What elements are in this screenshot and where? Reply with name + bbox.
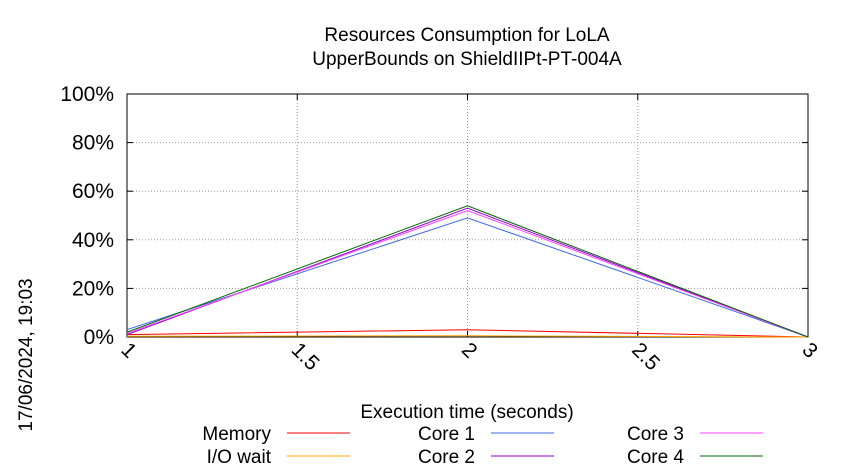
legend-label: Core 3 [627, 424, 684, 445]
series-line-core-3 [126, 210, 809, 338]
series-line-core-2 [126, 207, 809, 338]
chart-title-line-1: Resources Consumption for LoLA [324, 25, 609, 46]
series-line-memory [126, 329, 809, 338]
x-tick-label: 2 [457, 338, 482, 363]
chart-title-line-2: UpperBounds on ShieldIIPt-PT-004A [312, 49, 622, 70]
legend-label: Core 2 [418, 447, 475, 468]
legend-item-core-4: Core 4 [627, 447, 763, 468]
legend-item-core-1: Core 1 [418, 424, 554, 445]
chart-title: Resources Consumption for LoLA UpperBoun… [312, 25, 622, 70]
y-tick-label: 60% [72, 180, 114, 203]
legend-item-memory: Memory [202, 424, 350, 445]
x-tick-label: 1 [116, 338, 141, 363]
legend-item-core-3: Core 3 [627, 424, 763, 445]
legend-label: I/O wait [207, 447, 272, 468]
legend-item-core-2: Core 2 [418, 447, 554, 468]
y-axis-ticks: 0% 20% 40% 60% 80% 100% [60, 83, 808, 349]
legend-item-i-o-wait: I/O wait [207, 447, 350, 468]
y-tick-label: 40% [72, 229, 114, 252]
y-tick-label: 100% [60, 83, 114, 106]
legend-label: Core 1 [418, 424, 475, 445]
x-tick-label: 2.5 [627, 338, 664, 375]
series-lines [126, 205, 809, 338]
series-line-core-4 [126, 205, 809, 338]
x-tick-label: 1.5 [287, 338, 324, 375]
grid [127, 94, 808, 337]
legend-label: Memory [202, 424, 271, 445]
y-tick-label: 0% [84, 326, 114, 349]
x-tick-label: 3 [797, 338, 822, 363]
timestamp-label: 17/06/2024, 19:03 [16, 278, 37, 431]
legend-label: Core 4 [627, 447, 684, 468]
series-line-i-o-wait [126, 335, 809, 338]
y-tick-label: 20% [72, 277, 114, 300]
y-tick-label: 80% [72, 132, 114, 155]
x-axis-label: Execution time (seconds) [360, 402, 573, 423]
